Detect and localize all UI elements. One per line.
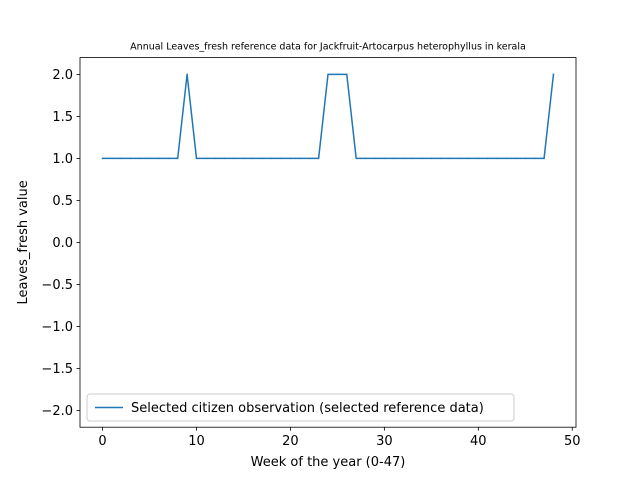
data-point: [148, 157, 151, 160]
x-tick-label: 40: [470, 434, 487, 449]
data-point: [355, 157, 357, 160]
data-point: [374, 157, 376, 160]
x-tick-label: 20: [282, 434, 299, 449]
data-point: [129, 157, 132, 160]
data-point: [336, 73, 339, 76]
data-point: [233, 157, 235, 160]
data-point: [505, 157, 508, 160]
data-point: [411, 157, 414, 160]
data-point: [364, 157, 367, 160]
data-point: [515, 157, 517, 160]
data-point: [214, 157, 217, 160]
data-point: [205, 157, 207, 160]
data-point: [402, 157, 404, 160]
y-tick-label: −1.5: [41, 362, 73, 377]
data-point: [346, 73, 348, 76]
x-tick-label: 10: [188, 434, 205, 449]
y-tick-label: 0.5: [52, 194, 73, 209]
y-tick-label: −2.0: [41, 404, 73, 419]
data-point: [543, 157, 545, 160]
y-tick-label: −0.5: [41, 278, 73, 293]
legend: Selected citizen observation (selected r…: [86, 393, 515, 422]
x-tick-label: 30: [376, 434, 393, 449]
legend-label: Selected citizen observation (selected r…: [131, 401, 484, 416]
data-point: [101, 157, 104, 160]
data-point: [280, 157, 282, 160]
data-point: [167, 157, 170, 160]
data-point: [393, 157, 395, 160]
data-point: [524, 157, 527, 160]
data-point: [223, 157, 226, 160]
data-point: [139, 157, 141, 160]
data-point: [486, 157, 489, 160]
data-point: [430, 157, 433, 160]
data-point: [458, 157, 461, 160]
data-point: [421, 157, 423, 160]
data-point: [477, 157, 480, 160]
data-point: [195, 157, 198, 160]
y-tick-label: 2.0: [52, 68, 73, 83]
data-point: [261, 157, 263, 160]
data-point: [449, 157, 451, 160]
data-point: [439, 157, 442, 160]
plot-frame: [79, 57, 577, 428]
x-tick-label: 0: [98, 434, 106, 449]
data-point: [383, 157, 386, 160]
data-point: [186, 73, 188, 76]
series-layer: [101, 73, 555, 160]
y-tick-label: −1.0: [41, 320, 73, 335]
data-point: [496, 157, 498, 160]
data-point: [158, 157, 160, 160]
data-point: [242, 157, 245, 160]
data-point: [299, 157, 301, 160]
data-point: [120, 157, 123, 160]
data-point: [111, 157, 113, 160]
x-tick-label: 50: [564, 434, 581, 449]
chart-title: Annual Leaves_fresh reference data for J…: [130, 42, 526, 53]
ticks-layer: 0 10 20 30 40 50 −2.0 −1.5 −1.0 −0.5 0.0 0.5 1.0 1.5 2…: [41, 68, 580, 449]
data-point: [289, 157, 292, 160]
data-point: [270, 157, 273, 160]
data-point: [468, 157, 470, 160]
data-point: [176, 157, 179, 160]
data-point: [317, 157, 320, 160]
y-axis-label: Leaves_fresh value: [16, 180, 31, 304]
data-point: [308, 157, 310, 160]
y-tick-label: 1.5: [52, 110, 73, 125]
y-tick-label: 1.0: [52, 152, 73, 167]
data-point: [327, 73, 329, 76]
x-axis-label: Week of the year (0-47): [251, 455, 406, 470]
data-point: [533, 157, 536, 160]
y-tick-label: 0.0: [52, 236, 73, 251]
data-point: [552, 73, 555, 76]
legend-box: [86, 393, 515, 422]
data-point: [252, 157, 254, 160]
